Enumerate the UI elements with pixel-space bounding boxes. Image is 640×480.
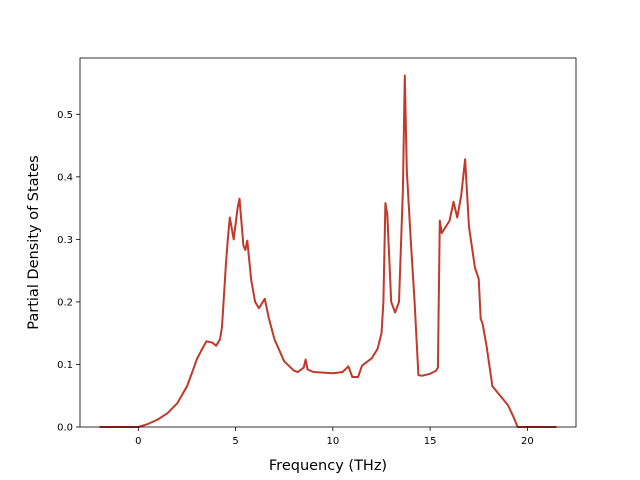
x-tick-label: 0 [135, 436, 141, 447]
y-tick-label: 0.1 [57, 360, 73, 371]
x-tick-label: 15 [424, 436, 437, 447]
x-tick-label: 5 [232, 436, 238, 447]
x-axis-label: Frequency (THz) [269, 458, 387, 474]
y-axis-ticks: 0.0 0.1 0.2 0.3 0.4 0.5 [57, 110, 80, 434]
x-axis-ticks: 0 5 10 15 20 [135, 427, 534, 447]
y-tick-label: 0.2 [57, 297, 73, 308]
y-axis-label: Partial Density of States [26, 155, 42, 329]
plot-area [99, 74, 557, 428]
y-tick-label: 0.4 [57, 172, 73, 183]
axes-frame [79, 57, 577, 428]
x-tick-label: 20 [521, 436, 534, 447]
series-line-0 [99, 74, 557, 428]
y-tick-label: 0.0 [57, 423, 73, 434]
y-tick-label: 0.3 [57, 235, 73, 246]
x-tick-label: 10 [326, 436, 339, 447]
y-tick-label: 0.5 [57, 110, 73, 121]
